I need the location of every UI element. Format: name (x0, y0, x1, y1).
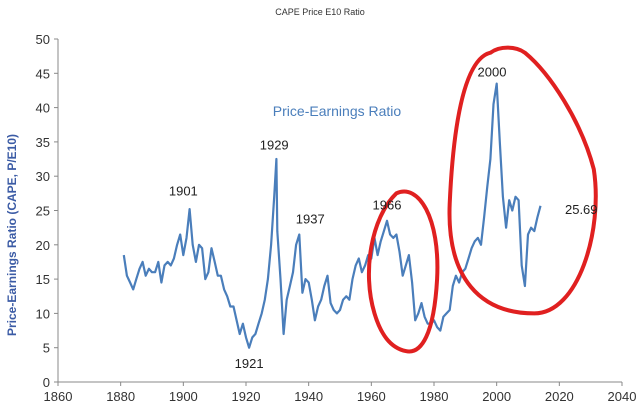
x-tick-label: 1900 (169, 389, 198, 404)
y-tick-label: 5 (43, 341, 50, 356)
series-line (122, 82, 542, 349)
series-label: Price-Earnings Ratio (273, 103, 402, 119)
x-tick-label: 1980 (420, 389, 449, 404)
axes: 0 5 10 15 20 25 30 35 40 45 50 1860 1880 1900 1920 1940… (36, 32, 637, 404)
annotation-label: 25.69 (565, 202, 598, 217)
x-tick-label: 1960 (357, 389, 386, 404)
x-tick-label: 1920 (232, 389, 261, 404)
x-tick-label: 1940 (294, 389, 323, 404)
y-tick-label: 35 (36, 135, 50, 150)
annotation-label: 1921 (235, 356, 264, 371)
y-tick-label: 50 (36, 32, 50, 47)
y-tick-label: 45 (36, 66, 50, 81)
y-tick-label: 0 (43, 375, 50, 390)
annotations: 1901 1921 1929 1937 1966 2000 25.69 (169, 65, 598, 372)
plot-area (122, 82, 542, 349)
x-tick-label: 2040 (608, 389, 637, 404)
x-tick-label: 1860 (44, 389, 73, 404)
highlight-circle-2000 (447, 45, 598, 316)
y-tick-label: 20 (36, 238, 50, 253)
annotation-label: 2000 (478, 65, 507, 80)
x-tick-label: 2020 (545, 389, 574, 404)
chart-title: CAPE Price E10 Ratio (275, 7, 365, 17)
x-tick-label: 1880 (106, 389, 135, 404)
highlight-circles (367, 45, 598, 354)
annotation-label: 1901 (169, 183, 198, 198)
y-tick-label: 15 (36, 272, 50, 287)
y-axis-label: Price-Earnings Ratio (CAPE, P/E10) (5, 134, 19, 336)
y-tick-label: 30 (36, 169, 50, 184)
highlight-circle-1966 (367, 189, 440, 354)
annotation-label: 1937 (296, 211, 325, 226)
annotation-label: 1966 (373, 198, 402, 213)
y-tick-label: 40 (36, 101, 50, 116)
x-tick-label: 2000 (482, 389, 511, 404)
y-tick-label: 10 (36, 306, 50, 321)
y-tick-label: 25 (36, 204, 50, 219)
annotation-label: 1929 (260, 137, 289, 152)
